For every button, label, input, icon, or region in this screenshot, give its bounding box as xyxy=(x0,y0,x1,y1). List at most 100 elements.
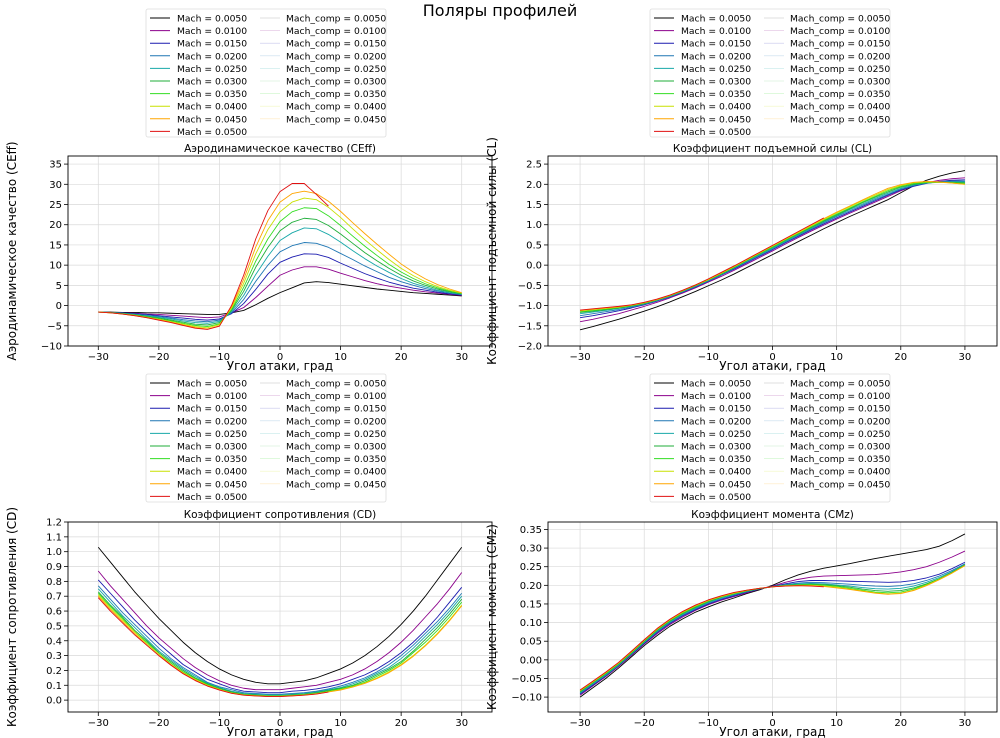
legend-label: Mach = 0.0450 xyxy=(177,114,247,125)
legend-label: Mach = 0.0350 xyxy=(681,454,751,465)
series-line-2 xyxy=(98,266,462,319)
legend-label-comp: Mach_comp = 0.0150 xyxy=(286,39,386,50)
y-tick-label: 0.7 xyxy=(46,592,62,603)
series-line-10 xyxy=(579,585,824,691)
legend-label-comp: Mach_comp = 0.0050 xyxy=(790,14,890,25)
legend-label-comp: Mach_comp = 0.0050 xyxy=(790,379,890,390)
legend-label-comp: Mach_comp = 0.0150 xyxy=(790,39,890,50)
legend-label: Mach = 0.0350 xyxy=(177,89,247,100)
y-tick-label: 0.0 xyxy=(526,261,542,272)
x-tick-label: −30 xyxy=(570,718,591,729)
legend-label-comp: Mach_comp = 0.0450 xyxy=(286,114,386,125)
legend-label-comp: Mach_comp = 0.0450 xyxy=(286,479,386,490)
y-tick-label: 1.0 xyxy=(46,547,62,558)
x-tick-label: 20 xyxy=(894,718,907,729)
figure-title: Поляры профилей xyxy=(423,1,578,20)
y-tick-label: −2.0 xyxy=(518,342,542,353)
y-tick-label: 0.5 xyxy=(46,621,62,632)
legend-label-comp: Mach_comp = 0.0250 xyxy=(286,64,386,75)
legend-label: Mach = 0.0150 xyxy=(681,39,751,50)
x-tick-label: 20 xyxy=(894,352,907,363)
legend-label: Mach = 0.0200 xyxy=(681,51,751,62)
series-line-1 xyxy=(98,281,462,315)
y-tick-label: −1.0 xyxy=(518,301,542,312)
legend-label-comp: Mach_comp = 0.0300 xyxy=(790,77,890,88)
y-tick-label: −0.5 xyxy=(518,281,542,292)
legend-label-comp: Mach_comp = 0.0200 xyxy=(286,416,386,427)
y-tick-label: 1.1 xyxy=(46,532,62,543)
y-tick-label: 0.20 xyxy=(520,581,542,592)
y-tick-label: 0.2 xyxy=(46,666,62,677)
y-tick-label: 1.2 xyxy=(46,518,62,529)
y-tick-label: 15 xyxy=(49,240,62,251)
x-axis-label: Угол атаки, град xyxy=(719,725,825,738)
legend-label: Mach = 0.0150 xyxy=(681,404,751,415)
legend-label: Mach = 0.0500 xyxy=(681,492,751,503)
series-line-10 xyxy=(97,597,329,698)
legend-label: Mach = 0.0500 xyxy=(177,127,247,138)
x-tick-label: 0 xyxy=(277,352,283,363)
series-line-2 xyxy=(579,177,965,323)
legend-label-comp: Mach_comp = 0.0100 xyxy=(790,391,890,402)
series-lines xyxy=(579,170,966,331)
legend-label-comp: Mach_comp = 0.0100 xyxy=(286,26,386,37)
legend-label: Mach = 0.0100 xyxy=(177,391,247,402)
legend-label: Mach = 0.0400 xyxy=(177,467,247,478)
legend-label-comp: Mach_comp = 0.0400 xyxy=(790,102,890,113)
x-tick-label: 30 xyxy=(959,352,972,363)
x-tick-label: 30 xyxy=(959,718,972,729)
legend-label: Mach = 0.0450 xyxy=(681,114,751,125)
legend-label: Mach = 0.0050 xyxy=(681,379,751,390)
y-tick-label: 0.8 xyxy=(46,577,62,588)
series-line-4 xyxy=(98,242,462,323)
legend-label-comp: Mach_comp = 0.0300 xyxy=(286,77,386,88)
x-tick-label: 20 xyxy=(395,718,408,729)
x-tick-label: 10 xyxy=(334,352,347,363)
y-tick-label: 10 xyxy=(49,261,62,272)
y-tick-label: 0.15 xyxy=(520,599,542,610)
y-tick-label: 0.0 xyxy=(46,696,62,707)
series-line-6 xyxy=(98,217,462,326)
legend-label: Mach = 0.0200 xyxy=(177,416,247,427)
legend-label: Mach = 0.0350 xyxy=(177,454,247,465)
legend-label: Mach = 0.0500 xyxy=(177,492,247,503)
series-line-10 xyxy=(98,183,329,330)
series-line-1 xyxy=(579,170,966,331)
axes-frame xyxy=(67,521,493,713)
legend-label-comp: Mach_comp = 0.0300 xyxy=(790,442,890,453)
legend-label-comp: Mach_comp = 0.0100 xyxy=(286,391,386,402)
series-lines xyxy=(579,533,966,698)
y-tick-label: 0.1 xyxy=(46,681,62,692)
y-tick-label: 0.00 xyxy=(520,655,542,666)
chart-legend: Mach = 0.0050 Mach_comp = 0.0050 Mach = 0.… xyxy=(649,8,891,138)
x-tick-label: −10 xyxy=(698,352,719,363)
legend-label-comp: Mach_comp = 0.0200 xyxy=(790,51,890,62)
chart-title: Коэффициент сопротивления (CD) xyxy=(184,509,377,521)
legend-box xyxy=(649,8,891,138)
y-tick-label: 0.25 xyxy=(520,562,542,573)
y-tick-label: 0.4 xyxy=(46,636,62,647)
legend-label-comp: Mach_comp = 0.0400 xyxy=(286,102,386,113)
legend-label: Mach = 0.0250 xyxy=(681,64,751,75)
series-line-1 xyxy=(97,546,463,685)
legend-label-comp: Mach_comp = 0.0450 xyxy=(790,114,890,125)
axes-frame xyxy=(547,155,998,347)
x-tick-label: −30 xyxy=(570,352,591,363)
legend-label: Mach = 0.0150 xyxy=(177,39,247,50)
legend-label-comp: Mach_comp = 0.0300 xyxy=(286,442,386,453)
legend-label: Mach = 0.0300 xyxy=(681,77,751,88)
x-tick-label: −20 xyxy=(634,352,655,363)
y-tick-label: 30 xyxy=(49,180,62,191)
grid xyxy=(548,522,997,712)
x-tick-label: −10 xyxy=(209,718,230,729)
legend-label: Mach = 0.0500 xyxy=(681,127,751,138)
series-line-2 xyxy=(97,570,463,691)
legend-label-comp: Mach_comp = 0.0150 xyxy=(286,404,386,415)
legend-label: Mach = 0.0250 xyxy=(177,429,247,440)
legend-label: Mach = 0.0400 xyxy=(177,102,247,113)
legend-label-comp: Mach_comp = 0.0250 xyxy=(790,429,890,440)
x-tick-label: 0 xyxy=(769,352,775,363)
legend-label: Mach = 0.0100 xyxy=(177,26,247,37)
grid xyxy=(68,156,492,347)
y-tick-label: 1.0 xyxy=(526,220,542,231)
